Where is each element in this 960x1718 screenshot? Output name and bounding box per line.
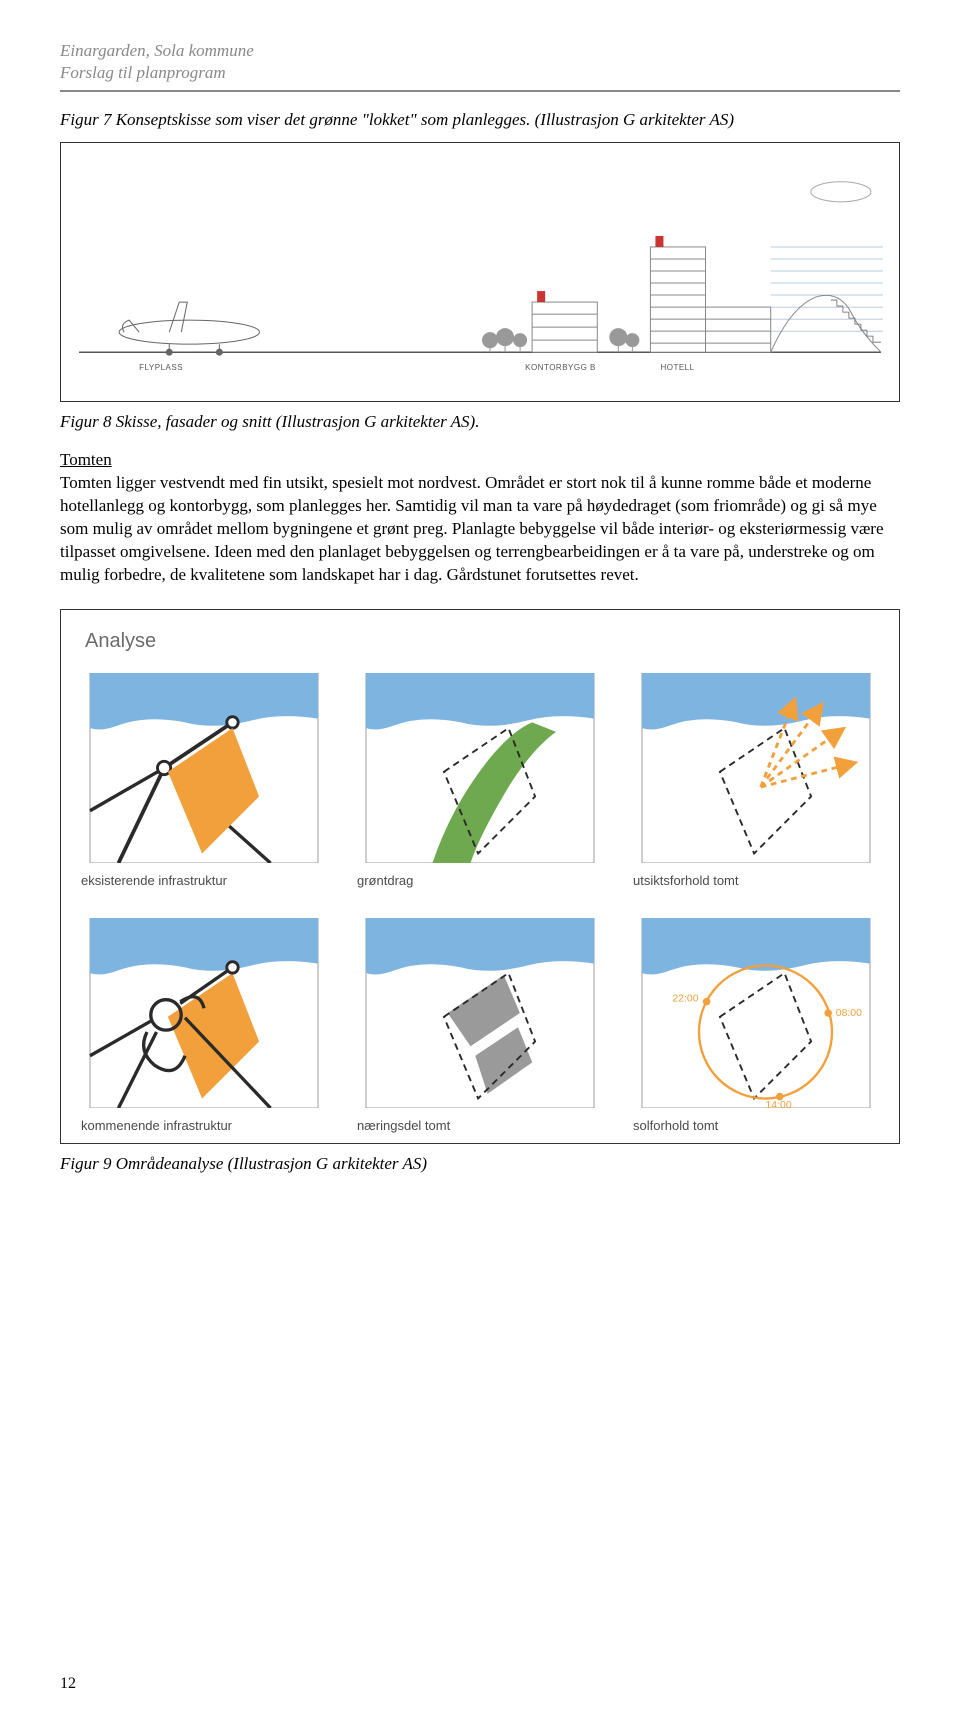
diagram-utsiktsforhold — [633, 673, 879, 863]
page-number: 12 — [60, 1675, 76, 1693]
analyse-cell: 22:00 08:00 14:00 solforhold tomt — [633, 918, 879, 1133]
diagram-eksisterende-infrastruktur — [81, 673, 327, 863]
subheading-tomten: Tomten — [60, 450, 900, 470]
sun-time-2200: 22:00 — [672, 993, 698, 1004]
header-line-2: Forslag til planprogram — [60, 62, 900, 84]
elevation-diagram: FLYPLASS KONTORBYGG B HOTELL — [69, 151, 891, 393]
diagram-naringsdel — [357, 918, 603, 1108]
figure-9-caption: Figur 9 Områdeanalyse (Illustrasjon G ar… — [60, 1154, 900, 1174]
sun-time-1400: 14:00 — [766, 1100, 792, 1108]
figure-elevation-box: FLYPLASS KONTORBYGG B HOTELL — [60, 142, 900, 402]
label-flyplass: FLYPLASS — [139, 363, 183, 372]
analyse-cell: utsiktsforhold tomt — [633, 673, 879, 888]
label-hotell: HOTELL — [660, 363, 694, 372]
diagram-grontdrag — [357, 673, 603, 863]
analyse-title: Analyse — [85, 630, 879, 653]
header-line-1: Einargarden, Sola kommune — [60, 40, 900, 62]
cell-label: eksisterende infrastruktur — [81, 873, 327, 888]
header-divider — [60, 90, 900, 92]
sun-time-0800: 08:00 — [836, 1008, 862, 1019]
cell-label: næringsdel tomt — [357, 1118, 603, 1133]
analyse-grid: eksisterende infrastruktur grøntdrag — [81, 673, 879, 1133]
analyse-cell: kommenende infrastruktur — [81, 918, 327, 1133]
analyse-cell: næringsdel tomt — [357, 918, 603, 1133]
figure-analyse-box: Analyse eksisterende infrastruktur — [60, 609, 900, 1144]
figure-7-caption: Figur 7 Konseptskisse som viser det grøn… — [60, 110, 900, 130]
document-page: Einargarden, Sola kommune Forslag til pl… — [0, 0, 960, 1718]
diagram-kommenende-infrastruktur — [81, 918, 327, 1108]
cell-label: solforhold tomt — [633, 1118, 879, 1133]
analyse-cell: eksisterende infrastruktur — [81, 673, 327, 888]
diagram-solforhold: 22:00 08:00 14:00 — [633, 918, 879, 1108]
cell-label: kommenende infrastruktur — [81, 1118, 327, 1133]
cell-label: utsiktsforhold tomt — [633, 873, 879, 888]
figure-8-caption: Figur 8 Skisse, fasader og snitt (Illust… — [60, 412, 900, 432]
analyse-cell: grøntdrag — [357, 673, 603, 888]
body-paragraph: Tomten ligger vestvendt med fin utsikt, … — [60, 472, 900, 587]
label-kontor: KONTORBYGG B — [525, 363, 596, 372]
cell-label: grøntdrag — [357, 873, 603, 888]
